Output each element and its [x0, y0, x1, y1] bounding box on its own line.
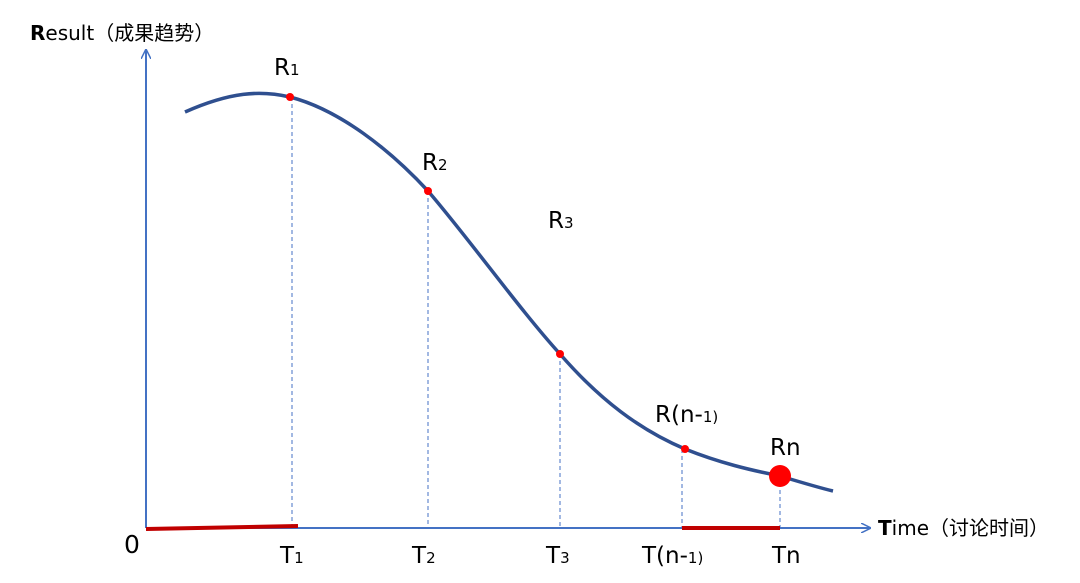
label-sub: 1) [703, 408, 718, 426]
result-label: R1 [274, 55, 300, 81]
label-main: T(n- [641, 543, 688, 569]
guides [291, 97, 781, 528]
label-main: T [279, 543, 295, 569]
label-sub: 2 [438, 156, 448, 174]
point [286, 93, 294, 101]
label-rest: esult（成果趋势） [45, 21, 214, 45]
label-sub: 1 [290, 61, 300, 79]
label-sub: 2 [426, 549, 436, 567]
origin-label: 0 [124, 530, 140, 559]
label-sub: 1 [294, 549, 304, 567]
time-label: T2 [411, 543, 436, 569]
label-sub: 3 [560, 549, 570, 567]
result-label: Rn [770, 435, 801, 461]
time-label: T1 [279, 543, 304, 569]
time-label: Tn [771, 543, 801, 569]
label-main: R(n- [655, 402, 703, 428]
result-label: R3 [548, 208, 574, 234]
x-axis-label: Time（讨论时间） [878, 516, 1049, 540]
highlight-segment [145, 524, 299, 531]
label-sub: 3 [564, 214, 574, 232]
label-main: Tn [771, 543, 801, 569]
label-main: R [548, 208, 564, 234]
label-rest: ime（讨论时间） [892, 516, 1049, 540]
label-initial: T [878, 516, 892, 540]
point-highlight [769, 465, 791, 487]
label-sub: 1) [688, 549, 703, 567]
point [556, 350, 564, 358]
label-main: T [545, 543, 561, 569]
point [424, 187, 432, 195]
result-label: R2 [422, 150, 448, 176]
label-main: R [422, 150, 438, 176]
label-main: T [411, 543, 427, 569]
trend-curve [184, 91, 834, 493]
y-axis-label: Result（成果趋势） [30, 21, 214, 45]
point [681, 445, 689, 453]
label-main: R [274, 55, 290, 81]
time-label: T3 [545, 543, 570, 569]
time-label: T(n-1) [641, 543, 703, 569]
result-label: R(n-1) [655, 402, 718, 428]
label-main: Rn [770, 435, 801, 461]
label-initial: R [30, 21, 45, 45]
